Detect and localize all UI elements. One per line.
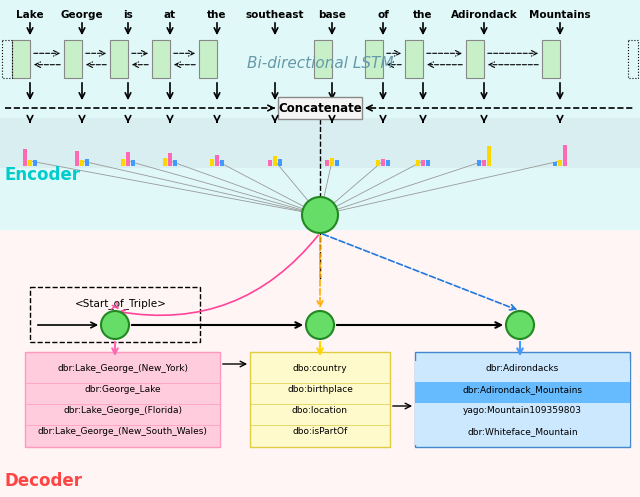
Bar [168,154,172,166]
Bar [131,160,135,166]
Bar [482,160,486,166]
Circle shape [302,197,338,233]
Text: dbr:Adirondack_Mountains: dbr:Adirondack_Mountains [463,385,582,394]
Text: George: George [61,10,103,20]
FancyBboxPatch shape [152,40,170,78]
FancyBboxPatch shape [415,352,630,447]
Circle shape [306,311,334,339]
Bar [163,158,167,166]
Bar [278,159,282,166]
Bar [85,159,89,166]
Text: the: the [207,10,227,20]
FancyBboxPatch shape [25,352,220,447]
FancyBboxPatch shape [199,40,217,78]
Bar [376,161,380,166]
Bar [553,162,557,166]
Bar [273,156,277,166]
Text: dbr:George_Lake: dbr:George_Lake [84,385,161,394]
Text: Adirondack: Adirondack [451,10,517,20]
Text: Mountains: Mountains [529,10,591,20]
Text: Concatenate: Concatenate [278,101,362,114]
Bar [381,159,385,166]
Text: dbo:birthplace: dbo:birthplace [287,385,353,394]
Text: yago:Mountain109359803: yago:Mountain109359803 [463,406,582,415]
Bar [121,159,125,166]
Text: dbr:Whiteface_Mountain: dbr:Whiteface_Mountain [467,427,578,436]
Bar [210,159,214,166]
Text: the: the [413,10,433,20]
Text: dbr:Lake_George_(Florida): dbr:Lake_George_(Florida) [63,406,182,415]
Bar [558,161,562,166]
Bar [173,160,177,166]
FancyBboxPatch shape [405,40,423,78]
Text: southeast: southeast [246,10,304,20]
Text: dbr:Adirondacks: dbr:Adirondacks [486,364,559,373]
Bar [28,161,32,166]
Text: dbo:location: dbo:location [292,406,348,415]
Bar [33,161,37,166]
FancyBboxPatch shape [0,118,640,168]
Bar [416,160,420,166]
FancyBboxPatch shape [542,40,560,78]
Bar [80,160,84,166]
Text: dbr:Lake_George_(New_York): dbr:Lake_George_(New_York) [57,364,188,373]
Bar [426,160,430,166]
Circle shape [506,311,534,339]
Text: Bi-directional LSTM: Bi-directional LSTM [247,56,393,71]
FancyBboxPatch shape [110,40,128,78]
Bar [23,149,27,166]
Bar [421,161,425,166]
Text: base: base [318,10,346,20]
Bar [220,160,224,166]
FancyBboxPatch shape [12,40,30,78]
Text: dbr:Lake_George_(New_South_Wales): dbr:Lake_George_(New_South_Wales) [38,427,207,436]
Bar [415,382,630,403]
Text: of: of [377,10,389,20]
Bar [335,160,339,166]
Text: dbo:isPartOf: dbo:isPartOf [292,427,348,436]
Bar [415,361,630,382]
Bar [325,161,329,166]
Bar [386,160,390,166]
FancyBboxPatch shape [250,352,390,447]
FancyBboxPatch shape [0,230,640,497]
FancyBboxPatch shape [0,0,640,230]
FancyBboxPatch shape [365,40,383,78]
Bar [75,151,79,166]
FancyBboxPatch shape [466,40,484,78]
Bar [563,145,567,166]
Text: Encoder: Encoder [5,166,81,184]
Text: Lake: Lake [16,10,44,20]
Text: is: is [123,10,133,20]
Circle shape [101,311,129,339]
Bar [126,152,130,166]
Text: dbo:country: dbo:country [292,364,348,373]
Bar [477,161,481,166]
Text: Decoder: Decoder [5,472,83,490]
Bar [268,160,272,166]
FancyBboxPatch shape [278,97,362,119]
Bar [415,403,630,424]
Bar [330,158,334,166]
Bar [487,147,491,166]
Bar [215,155,219,166]
Text: at: at [164,10,176,20]
FancyBboxPatch shape [314,40,332,78]
Bar [415,424,630,445]
Text: <Start_of_Triple>: <Start_of_Triple> [75,298,167,309]
FancyBboxPatch shape [64,40,82,78]
